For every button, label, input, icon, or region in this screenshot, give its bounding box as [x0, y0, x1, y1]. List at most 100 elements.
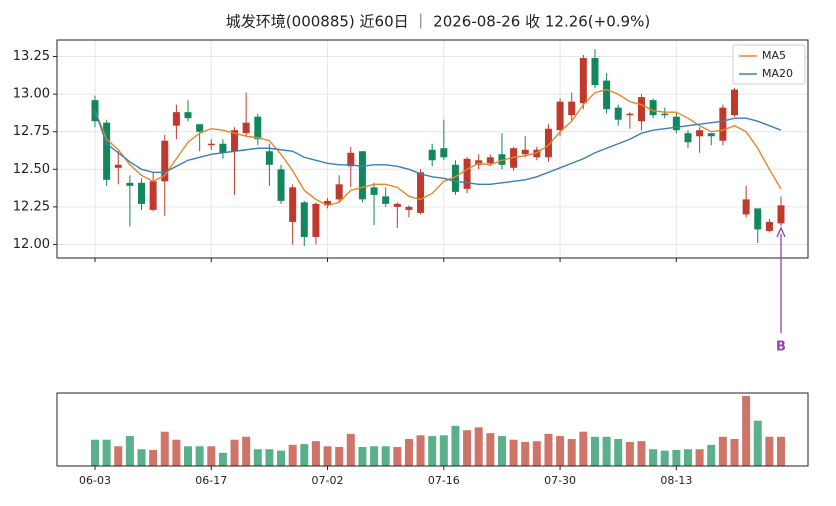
candle-body — [161, 140, 169, 182]
ma-line — [94, 110, 782, 186]
candle-body — [730, 89, 738, 116]
volume-bar — [765, 436, 774, 466]
volume-bar — [393, 447, 402, 466]
volume-bar — [497, 436, 506, 466]
candle-body — [393, 203, 401, 207]
candle-body — [486, 157, 494, 164]
candle-body — [405, 206, 413, 210]
candle-body — [370, 187, 378, 195]
volume-bar — [695, 449, 704, 466]
volume-bar — [451, 425, 460, 466]
ma-line — [94, 88, 782, 207]
volume-bar — [102, 439, 111, 466]
candle-body — [696, 130, 704, 137]
volume-bar — [253, 449, 262, 466]
candle-body — [510, 148, 518, 168]
candle-body — [196, 124, 204, 132]
candle-body — [242, 122, 250, 134]
volume-bar — [602, 436, 611, 466]
volume-bar — [486, 433, 495, 466]
candle-body — [440, 148, 448, 158]
annotation-label: B — [776, 340, 786, 355]
plot-frame — [56, 39, 809, 259]
volume-bar — [137, 449, 146, 466]
volume-bar — [625, 441, 634, 466]
volume-bar — [335, 447, 344, 466]
candle-body — [568, 101, 576, 116]
volume-bar — [590, 436, 599, 466]
candle-body — [754, 208, 762, 230]
candle-body — [277, 169, 285, 201]
annotation-arrowhead — [776, 226, 786, 238]
candle-body — [358, 151, 366, 200]
candle-body — [265, 151, 273, 165]
candle-body — [614, 107, 622, 120]
x-tick-label: 06-03 — [79, 474, 111, 487]
candle-body — [219, 143, 227, 153]
legend-label: MA20 — [762, 67, 793, 80]
candle-body — [533, 149, 541, 158]
volume-frame — [56, 392, 809, 467]
volume-bar — [544, 433, 553, 466]
y-tick-label: 12.50 — [13, 162, 50, 177]
legend-label: MA5 — [762, 49, 786, 62]
candle-body — [591, 58, 599, 86]
volume-bar — [672, 449, 681, 466]
volume-bar — [160, 431, 169, 466]
volume-bar — [207, 446, 216, 466]
candle-body — [312, 203, 320, 237]
volume-bar — [753, 420, 762, 466]
candle-body — [172, 112, 180, 126]
candle-body — [149, 181, 157, 210]
candle-body — [742, 199, 750, 215]
volume-bar — [637, 441, 646, 466]
candle-body — [451, 164, 459, 192]
chart-title: 城发环境(000885) 近60日 ｜ 2026-08-26 收 12.26(+… — [226, 13, 650, 31]
volume-bar — [277, 450, 286, 466]
volume-bar — [346, 433, 355, 466]
volume-bar — [242, 436, 251, 466]
candle-body — [765, 221, 773, 231]
volume-bar — [660, 450, 669, 466]
volume-bar — [381, 446, 390, 466]
volume-bar — [428, 436, 437, 466]
candle-body — [672, 116, 680, 131]
y-tick-label: 12.25 — [13, 199, 50, 214]
x-tick-label: 06-17 — [195, 474, 227, 487]
volume-bar — [474, 427, 483, 466]
candle-body — [603, 80, 611, 110]
candle-body — [777, 205, 785, 224]
volume-bar — [742, 395, 751, 466]
candle-body — [463, 158, 471, 189]
candle-body — [707, 133, 715, 137]
volume-bar — [777, 436, 785, 466]
volume-bar — [195, 446, 204, 466]
volume-bar — [521, 441, 530, 466]
volume-bar — [509, 439, 518, 466]
candle-body — [231, 130, 239, 152]
x-tick-label: 07-02 — [312, 474, 344, 487]
volume-bar — [265, 449, 274, 466]
volume-bar — [288, 444, 297, 466]
candle-body — [498, 154, 506, 165]
y-tick-label: 13.25 — [13, 49, 50, 64]
candle-body — [335, 184, 343, 200]
candle-body — [579, 58, 587, 104]
candle-body — [103, 122, 111, 180]
volume-bar — [172, 439, 181, 466]
volume-bar — [649, 449, 658, 466]
volume-bar — [370, 446, 379, 466]
candle-body — [207, 143, 215, 146]
x-tick-label: 07-30 — [544, 474, 576, 487]
volume-bar — [218, 452, 227, 466]
y-tick-label: 12.00 — [13, 237, 50, 252]
volume-bar — [463, 430, 472, 466]
volume-bar — [579, 431, 588, 466]
volume-bar — [683, 449, 692, 466]
candle-body — [649, 100, 657, 116]
volume-bar — [556, 436, 565, 466]
x-tick-label: 07-16 — [428, 474, 460, 487]
volume-bar — [300, 444, 309, 466]
volume-bar — [323, 446, 332, 466]
